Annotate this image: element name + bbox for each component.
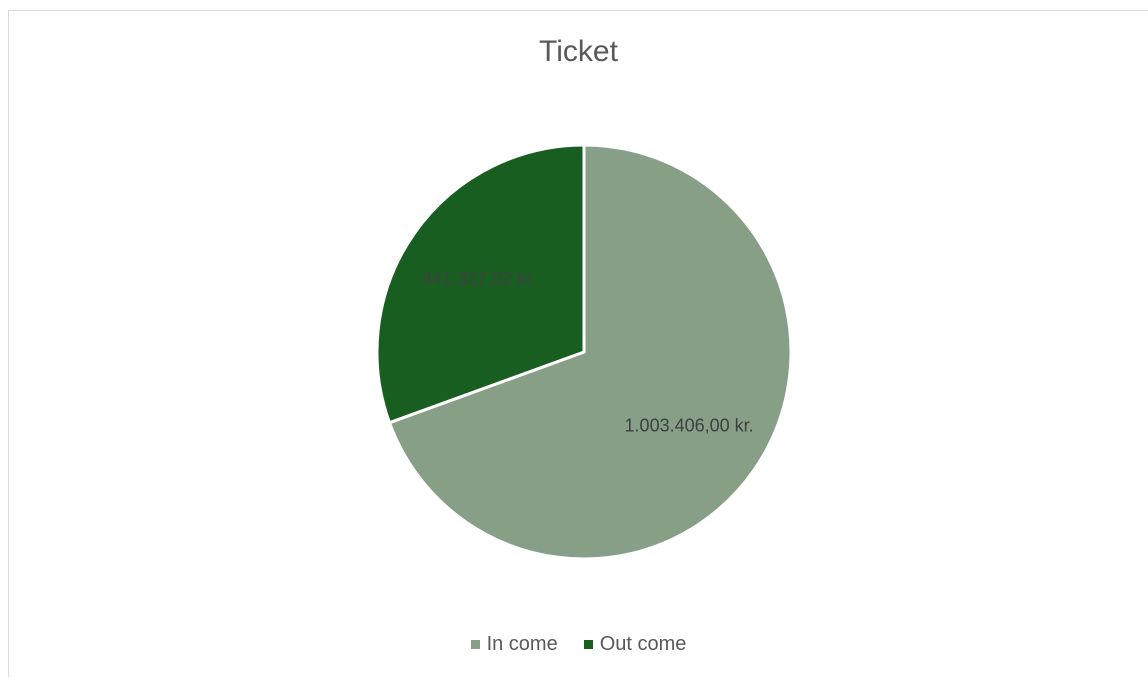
pie-data-labels: 1.003.406,00 kr. 441.327,02 kr. [422,268,754,435]
legend-item-out-come: Out come [583,633,687,656]
data-label-out-come: 441.327,02 kr. [422,268,536,288]
legend-item-in-come: In come [470,633,558,656]
pie-slice-out-come [375,143,586,425]
pie-slice-in-come [387,143,793,561]
pie-slices [375,143,793,561]
legend-swatch-in-come [470,640,480,649]
pie-chart: 1.003.406,00 kr. 441.327,02 kr. [375,143,793,561]
legend: In come Out come [9,633,1148,656]
data-label-in-come: 1.003.406,00 kr. [625,416,754,436]
legend-label-out-come: Out come [599,633,687,655]
legend-swatch-out-come [583,640,593,649]
chart-area: Ticket 1.003.406,00 kr. 441.327,02 kr. In… [8,10,1148,677]
legend-label-in-come: In come [486,633,558,655]
chart-title: Ticket [539,35,618,68]
